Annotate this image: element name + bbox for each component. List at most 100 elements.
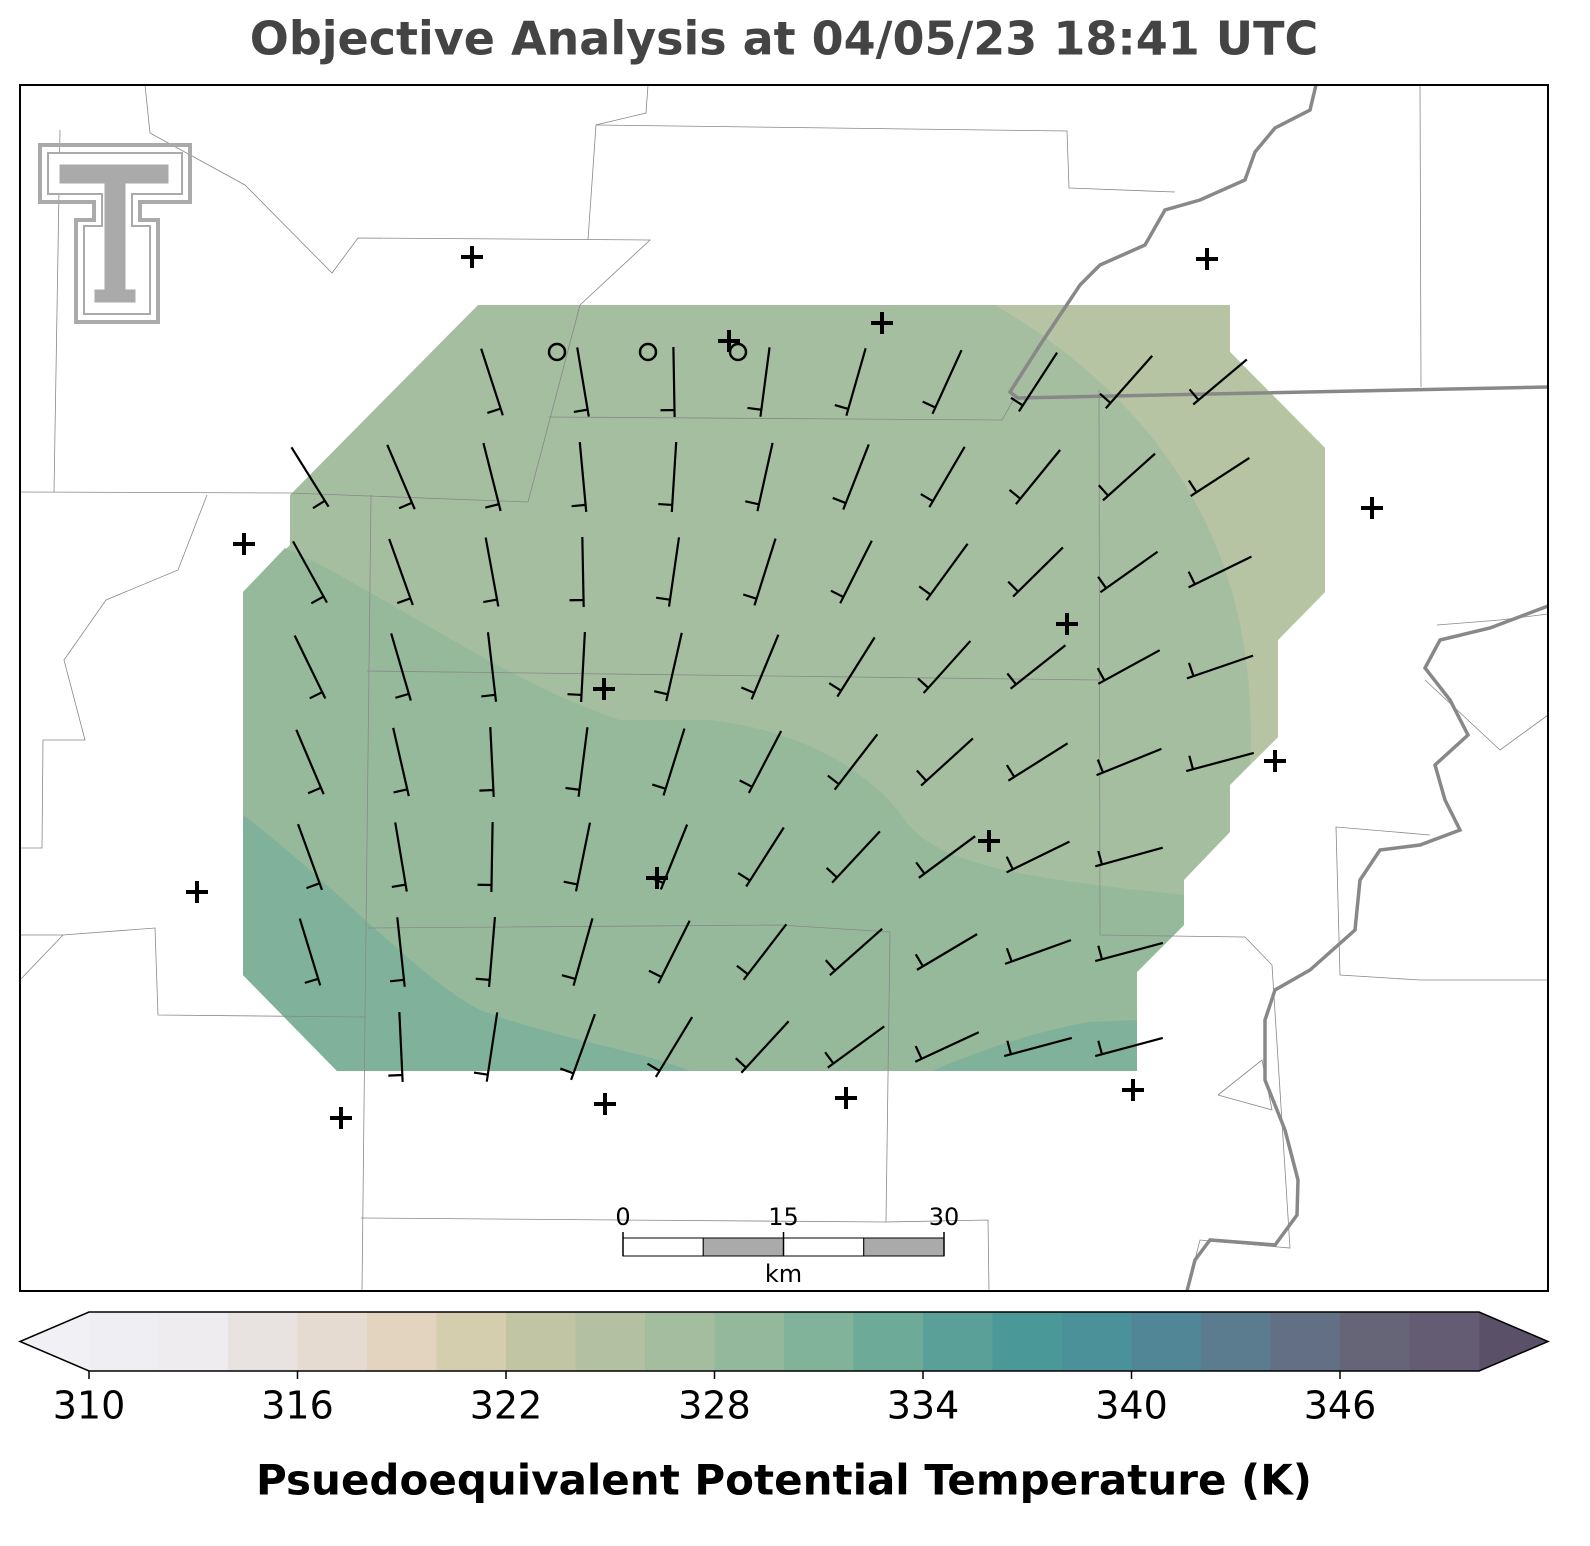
station-calm <box>638 342 658 362</box>
station <box>1122 1079 1144 1101</box>
colorbar-tick-label: 316 <box>261 1384 334 1428</box>
colorbar-tick-label: 328 <box>678 1384 751 1428</box>
wind-barb <box>479 726 495 798</box>
station <box>330 1107 352 1129</box>
county-line <box>360 1217 887 1223</box>
map: 0 15 30 km <box>19 84 1549 1292</box>
wind-barb <box>563 822 592 892</box>
station <box>186 881 208 903</box>
wind-barb <box>1094 1036 1164 1058</box>
colorbar-segment <box>1201 1312 1271 1371</box>
state-border <box>1185 604 1549 1292</box>
wind-barb <box>650 824 689 890</box>
colorbar-segment <box>1409 1312 1480 1371</box>
wind-barb <box>388 1011 404 1083</box>
wind-barbs <box>290 346 1255 1083</box>
wind-barb <box>740 634 780 700</box>
county-line <box>366 670 1100 681</box>
wind-barb <box>1097 550 1159 594</box>
colorbar-segment <box>506 1312 576 1371</box>
station <box>1361 497 1383 519</box>
station <box>593 678 615 700</box>
wind-barb <box>559 1013 596 1081</box>
county-line <box>595 124 1176 193</box>
wind-barb <box>655 537 681 607</box>
station <box>871 312 893 334</box>
wind-barb <box>1099 355 1154 409</box>
colorbar-segment <box>297 1312 368 1371</box>
wind-barb <box>1007 546 1064 598</box>
wind-barb <box>573 347 590 417</box>
wind-barb <box>1094 846 1164 868</box>
wind-barb <box>653 632 683 702</box>
contour-fill <box>243 548 1184 1071</box>
colorbar-tick-label: 334 <box>887 1384 960 1428</box>
wind-barb <box>736 923 788 981</box>
county-line <box>1098 389 1291 1292</box>
wind-barb <box>392 727 410 797</box>
colorbar-segment <box>367 1312 437 1371</box>
wind-barb <box>1004 939 1072 965</box>
station <box>594 1093 616 1115</box>
contour-fill <box>995 305 1325 765</box>
colorbar-segment <box>992 1312 1063 1371</box>
colorbar-segment <box>784 1312 854 1371</box>
wind-barb <box>914 933 978 971</box>
logo <box>38 143 192 324</box>
wind-barb <box>1096 649 1161 685</box>
colorbar-segment <box>575 1312 646 1371</box>
wind-barb <box>832 444 870 510</box>
wind-barb <box>660 346 676 418</box>
county-line <box>62 927 366 1018</box>
wind-barb <box>473 1012 499 1082</box>
scale-segment <box>622 1237 704 1257</box>
state-border <box>1007 84 1549 400</box>
colorbar-segment <box>228 1312 298 1371</box>
county-line <box>1419 84 1422 388</box>
colorbar-segment <box>89 1312 159 1371</box>
county-line <box>587 84 649 241</box>
wind-barb <box>295 729 325 795</box>
wind-barb <box>824 927 883 977</box>
colorbar-segment <box>1131 1312 1202 1371</box>
county-line <box>1436 613 1549 626</box>
stations <box>186 246 1383 1129</box>
wind-barb <box>739 730 783 794</box>
station <box>1196 248 1218 270</box>
wind-barb <box>1187 457 1250 497</box>
scale-segment <box>783 1237 865 1257</box>
station <box>1056 613 1078 635</box>
colorbar-tick-label: 340 <box>1095 1384 1168 1428</box>
wind-barb <box>920 446 966 508</box>
colorbar-tick-label: 322 <box>470 1384 543 1428</box>
wind-barb <box>735 1020 790 1074</box>
wind-barb <box>571 442 588 512</box>
wind-barb <box>742 538 777 606</box>
county-lines <box>19 84 1549 1292</box>
wind-barb <box>293 635 327 700</box>
wind-barb <box>475 917 497 987</box>
colorbar-segment <box>923 1312 993 1371</box>
scale-tick-label: 0 <box>615 1203 630 1231</box>
station <box>718 330 740 352</box>
wind-barb <box>292 540 328 605</box>
wind-barb <box>1187 555 1252 589</box>
wind-barb <box>648 920 691 984</box>
wind-barb <box>482 442 502 512</box>
county-line <box>367 924 990 1292</box>
station <box>233 533 255 555</box>
wind-barb <box>483 537 500 607</box>
wind-barb <box>737 826 785 888</box>
wind-barb <box>915 835 976 879</box>
county-line <box>1335 826 1548 981</box>
colorbar-extend <box>1479 1312 1548 1371</box>
wind-barb <box>1096 747 1162 777</box>
wind-barb <box>828 636 876 698</box>
county-line <box>20 494 208 849</box>
wind-barb <box>567 631 586 703</box>
wind-barb <box>569 536 585 608</box>
wind-barb <box>481 632 498 702</box>
colorbar-extend <box>20 1312 89 1371</box>
wind-barb <box>389 917 406 987</box>
